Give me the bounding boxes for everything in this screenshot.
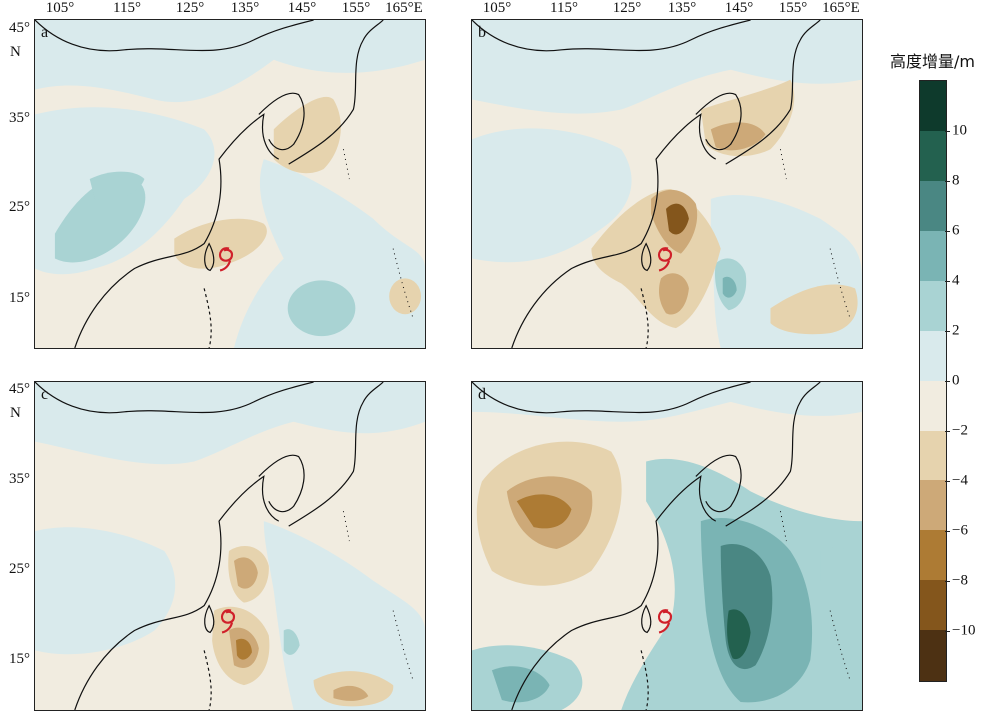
colorbar-tick-mark [945,131,950,133]
map-panel-c: c [34,381,426,711]
lon-tick: 125° [175,0,205,16]
lon-tick: 145° [724,0,754,16]
typhoon-icon [220,609,236,634]
panel-letter: d [478,386,486,403]
lat-tick: 15° [9,290,30,306]
colorbar-segment [920,81,946,132]
colorbar-title: 高度增量/m [890,52,975,71]
north-label: N [10,405,21,421]
lon-tick: 115° [113,0,141,16]
panel-letter: b [478,24,486,41]
colorbar-tick-mark [945,331,950,333]
lat-tick: 45° [9,381,30,397]
colorbar-tick-mark [945,181,950,183]
lon-tick: 125° [612,0,642,16]
colorbar-segment [920,580,946,631]
colorbar-tick-label: −8 [952,572,968,589]
colorbar-tick-mark [945,530,950,532]
typhoon-icon [657,609,673,634]
colorbar [919,80,947,682]
lat-tick: 15° [9,651,30,667]
contour-field-b [472,20,862,348]
contour-field-c [35,382,425,710]
colorbar-tick-label: 10 [952,122,967,139]
lon-tick: 155° [778,0,808,16]
lon-tick: 135° [230,0,260,16]
contour-field-a [35,20,425,348]
typhoon-icon [657,247,673,272]
colorbar-tick-label: 0 [952,372,960,389]
colorbar-tick-label: 6 [952,222,960,239]
colorbar-segment [920,130,946,182]
lon-tick: 145° [287,0,317,16]
colorbar-tick-label: 8 [952,172,960,189]
lon-tick: 105° [482,0,512,16]
colorbar-tick-label: −2 [952,422,968,439]
colorbar-segment [920,530,946,581]
colorbar-segment [920,630,946,681]
colorbar-tick-mark [945,480,950,482]
colorbar-tick-label: −4 [952,472,968,489]
colorbar-tick-mark [945,580,950,582]
panel-letter: c [41,386,49,403]
typhoon-icon [218,247,234,272]
map-panel-a: a [34,19,426,349]
colorbar-tick-label: −6 [952,522,968,539]
map-panel-d: d [471,381,863,711]
contour-field-d [472,382,862,710]
colorbar-tick-mark [945,231,950,233]
lat-tick: 25° [9,199,30,215]
colorbar-tick-mark [945,281,950,283]
map-panel-b: b [471,19,863,349]
colorbar-segment [920,380,946,432]
lon-tick: 115° [550,0,578,16]
lon-tick: 135° [667,0,697,16]
lat-tick: 35° [9,110,30,126]
lon-tick: 155° [341,0,371,16]
lon-tick: 165°E [385,0,423,16]
colorbar-tick-mark [945,630,950,632]
lon-tick: 105° [45,0,75,16]
lon-tick: 165°E [822,0,860,16]
panel-letter: a [41,24,49,41]
colorbar-tick-mark [945,381,950,382]
colorbar-tick-label: 4 [952,272,960,289]
colorbar-segment [920,280,946,332]
colorbar-tick-label: 2 [952,322,960,339]
lat-tick: 35° [9,471,30,487]
lat-tick: 25° [9,561,30,577]
colorbar-segment [920,180,946,232]
colorbar-tick-mark [945,430,950,432]
colorbar-segment [920,330,946,382]
north-label: N [10,44,21,60]
colorbar-segment [920,230,946,282]
colorbar-segment [920,480,946,531]
lat-tick: 45° [9,20,30,36]
colorbar-tick-label: −10 [952,622,976,639]
colorbar-segment [920,430,946,481]
